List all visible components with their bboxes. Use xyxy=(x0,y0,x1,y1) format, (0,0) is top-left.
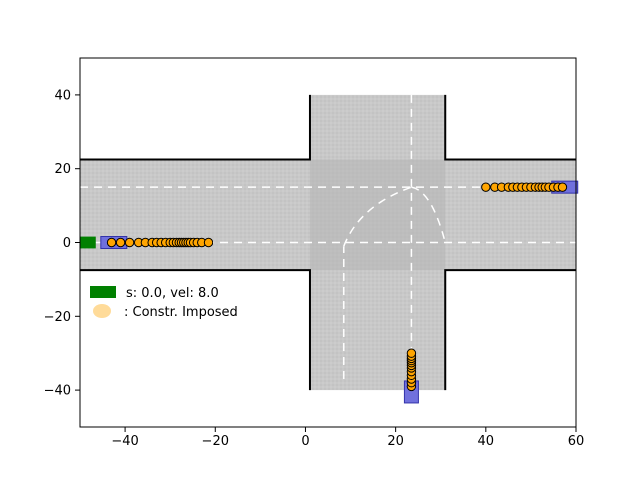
x-tick-label-4: 40 xyxy=(478,434,495,449)
legend-label-ego: s: 0.0, vel: 8.0 xyxy=(126,286,219,301)
y-tick-label-3: 20 xyxy=(54,162,71,177)
trajectory-point-0-1 xyxy=(115,237,126,248)
intersection-area xyxy=(309,159,446,271)
trajectory-point-1-0 xyxy=(481,182,491,192)
trajectory-point-0-0 xyxy=(106,237,117,248)
trajectory-points xyxy=(106,182,568,392)
road-edge-top-right xyxy=(444,94,576,161)
trajectory-point-1-16 xyxy=(557,182,568,192)
x-tick-label-2: 0 xyxy=(301,434,309,449)
legend-swatch-ego xyxy=(90,286,116,298)
x-tick-label-3: 20 xyxy=(387,434,404,449)
x-tick-label-5: 60 xyxy=(568,434,585,449)
y-tick-label-0: −40 xyxy=(44,384,71,399)
legend: s: 0.0, vel: 8.0 : Constr. Imposed xyxy=(90,286,238,320)
x-tick-label-1: −20 xyxy=(202,434,229,449)
trajectory-point-2-11 xyxy=(406,348,417,358)
y-tick-label-4: 40 xyxy=(54,88,71,103)
ego-vehicle xyxy=(80,236,96,249)
turn-path-left xyxy=(343,186,412,247)
ticks: −40 −20 0 20 40 60 −40 −20 0 20 40 xyxy=(44,88,585,449)
legend-label-constraint: : Constr. Imposed xyxy=(124,305,238,320)
road-edge-top-left xyxy=(80,94,311,161)
road-edge-bottom-left xyxy=(80,269,311,391)
y-tick-label-2: 0 xyxy=(63,236,71,251)
trajectory-point-0-2 xyxy=(124,237,135,248)
x-tick-label-0: −40 xyxy=(111,434,138,449)
road-edge-bottom-right xyxy=(444,269,576,391)
y-tick-label-1: −20 xyxy=(44,310,71,325)
legend-swatch-constraint xyxy=(93,304,111,318)
turn-path-right xyxy=(411,186,446,243)
trajectory-point-0-21 xyxy=(203,237,214,248)
